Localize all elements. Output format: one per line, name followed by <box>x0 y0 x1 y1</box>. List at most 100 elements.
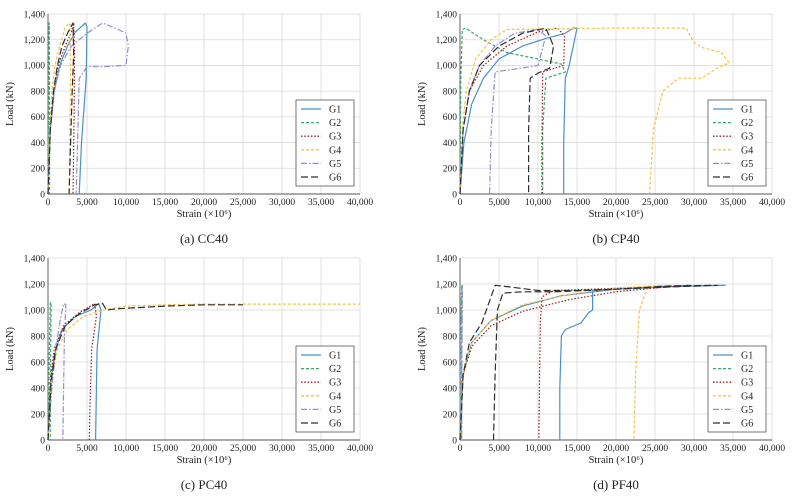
y-tick-label: 1,000 <box>24 62 46 72</box>
x-tick-label: 20,000 <box>191 444 217 454</box>
y-tick-label: 0 <box>452 436 457 446</box>
series-line-g2 <box>459 284 463 441</box>
panel-caption: (c) PC40 <box>181 477 228 492</box>
legend-label-g6: G6 <box>329 419 341 430</box>
y-tick-label: 200 <box>31 165 46 175</box>
x-tick-label: 30,000 <box>269 198 295 208</box>
x-tick-label: 30,000 <box>681 444 707 454</box>
legend-label-g6: G6 <box>741 173 753 184</box>
x-axis-title: Strain (×10⁶) <box>589 209 644 220</box>
y-tick-label: 0 <box>40 436 45 446</box>
series-line-g5 <box>459 284 463 441</box>
legend-label-g4: G4 <box>741 391 753 402</box>
y-tick-label: 800 <box>443 87 458 97</box>
y-tick-label: 1,000 <box>24 306 46 316</box>
y-tick-label: 600 <box>31 358 46 368</box>
chart-panel-4: 0 200 400 600 800 1,000 1,200 1,400 0 5,000 10,000… <box>417 254 785 492</box>
legend-label-g5: G5 <box>329 405 341 416</box>
x-tick-label: 35,000 <box>720 198 746 208</box>
series-line-g6 <box>47 22 75 195</box>
x-tick-label: 5,000 <box>488 198 510 208</box>
panel-caption: (b) CP40 <box>592 231 639 246</box>
legend-label-g1: G1 <box>741 351 753 362</box>
y-tick-label: 200 <box>443 165 458 175</box>
legend-label-g6: G6 <box>329 173 341 184</box>
x-tick-label: 20,000 <box>191 198 217 208</box>
x-tick-label: 30,000 <box>681 198 707 208</box>
x-tick-label: 40,000 <box>759 444 785 454</box>
y-axis-title: Load (kN) <box>5 326 16 371</box>
legend-label-g1: G1 <box>741 105 753 116</box>
y-tick-label: 800 <box>443 332 458 342</box>
legend: G1 G2 G3 G4 G5 G6 <box>295 99 355 187</box>
series-line-g1 <box>459 27 578 195</box>
y-tick-label: 0 <box>452 190 457 200</box>
legend-label-g4: G4 <box>741 145 753 156</box>
x-axis-title: Strain (×10⁶) <box>177 455 232 466</box>
x-tick-label: 15,000 <box>152 198 178 208</box>
y-tick-label: 400 <box>443 384 458 394</box>
y-tick-label: 200 <box>31 410 46 420</box>
y-axis-title: Load (kN) <box>5 81 16 126</box>
y-tick-label: 1,400 <box>436 10 458 20</box>
y-tick-label: 600 <box>443 358 458 368</box>
x-tick-label: 0 <box>46 198 51 208</box>
y-axis-title: Load (kN) <box>417 81 428 126</box>
legend-label-g1: G1 <box>329 351 341 362</box>
y-tick-label: 400 <box>31 139 46 149</box>
legend-label-g2: G2 <box>741 364 753 375</box>
x-tick-label: 10,000 <box>525 198 551 208</box>
x-tick-label: 0 <box>458 444 463 454</box>
y-tick-label: 1,200 <box>24 36 46 46</box>
x-axis-title: Strain (×10⁶) <box>589 455 644 466</box>
y-tick-label: 600 <box>443 113 458 123</box>
y-tick-label: 200 <box>443 410 458 420</box>
legend-label-g4: G4 <box>329 145 341 156</box>
series-line-g4 <box>47 22 72 195</box>
x-tick-label: 40,000 <box>347 198 373 208</box>
legend: G1 G2 G3 G4 G5 G6 <box>295 345 355 433</box>
x-tick-label: 15,000 <box>564 198 590 208</box>
legend-label-g2: G2 <box>329 118 341 129</box>
series-line-g1 <box>459 284 726 441</box>
x-tick-label: 10,000 <box>113 444 139 454</box>
y-tick-label: 1,000 <box>436 62 458 72</box>
series-line-g2 <box>459 27 566 195</box>
series-line-g5 <box>47 22 129 195</box>
chart-panel-3: 0 200 400 600 800 1,000 1,200 1,400 0 5,000 10,000… <box>5 254 373 492</box>
x-tick-label: 25,000 <box>230 444 256 454</box>
series-line-g6 <box>47 302 243 441</box>
y-tick-label: 600 <box>31 113 46 123</box>
legend-label-g3: G3 <box>741 132 753 143</box>
x-tick-label: 10,000 <box>525 444 551 454</box>
x-tick-label: 5,000 <box>76 444 98 454</box>
x-tick-label: 0 <box>46 444 51 454</box>
x-tick-label: 25,000 <box>642 444 668 454</box>
legend-label-g4: G4 <box>329 391 341 402</box>
legend-label-g3: G3 <box>329 132 341 143</box>
x-tick-label: 25,000 <box>230 198 256 208</box>
legend-label-g2: G2 <box>329 364 341 375</box>
x-tick-label: 10,000 <box>113 198 139 208</box>
legend-label-g1: G1 <box>329 105 341 116</box>
legend-label-g5: G5 <box>741 405 753 416</box>
y-axis-title: Load (kN) <box>417 326 428 371</box>
legend-label-g2: G2 <box>741 118 753 129</box>
legend: G1 G2 G3 G4 G5 G6 <box>707 345 767 433</box>
y-tick-label: 1,200 <box>24 280 46 290</box>
y-tick-label: 0 <box>40 190 45 200</box>
x-tick-label: 40,000 <box>347 444 373 454</box>
series-line-g6 <box>459 27 555 195</box>
series-line-g4 <box>459 284 664 441</box>
x-tick-label: 20,000 <box>603 444 629 454</box>
x-tick-label: 25,000 <box>642 198 668 208</box>
series-line-g5 <box>459 28 547 195</box>
legend-box <box>295 345 355 433</box>
legend-label-g3: G3 <box>329 378 341 389</box>
x-tick-label: 5,000 <box>488 444 510 454</box>
legend-label-g3: G3 <box>741 378 753 389</box>
x-tick-label: 35,000 <box>720 444 746 454</box>
x-tick-label: 40,000 <box>759 198 785 208</box>
x-tick-label: 15,000 <box>152 444 178 454</box>
